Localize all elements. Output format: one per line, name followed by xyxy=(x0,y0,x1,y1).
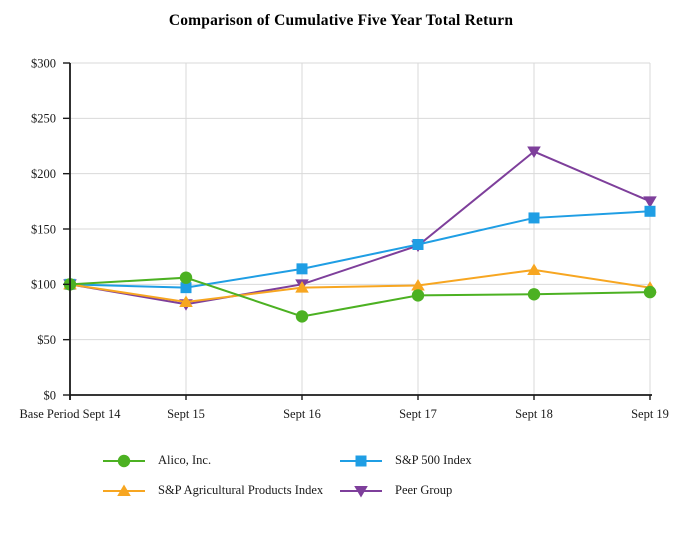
legend-item-sp-agricultural: S&P Agricultural Products Index xyxy=(102,482,339,499)
y-axis-tick-label: $250 xyxy=(31,112,56,126)
x-axis-tick-label: Sept 19 xyxy=(631,407,669,421)
legend-label-alico: Alico, Inc. xyxy=(158,453,212,467)
green-circle-line-icon xyxy=(102,453,146,469)
blue-square-line-icon xyxy=(339,453,383,469)
legend-item-sp500: S&P 500 Index xyxy=(339,452,472,469)
y-axis-tick-label: $50 xyxy=(37,333,56,347)
legend-item-alico: Alico, Inc. xyxy=(102,452,339,469)
x-axis-tick-label: Sept 16 xyxy=(283,407,321,421)
orange-triangle-up-line-icon xyxy=(102,483,146,499)
purple-triangle-down-line-icon xyxy=(339,483,383,499)
legend-item-peer-group: Peer Group xyxy=(339,482,472,499)
legend-label-sp-agricultural: S&P Agricultural Products Index xyxy=(158,483,324,497)
y-axis-tick-label: $300 xyxy=(31,56,56,70)
chart-title: Comparison of Cumulative Five Year Total… xyxy=(168,12,514,29)
y-axis-tick-label: $0 xyxy=(44,388,57,402)
x-axis-tick-label: Sept 15 xyxy=(167,407,205,421)
chart-legend: Alico, Inc. S&P 500 Index S&P Agricultur… xyxy=(102,452,472,499)
legend-label-peer-group: Peer Group xyxy=(395,483,453,497)
legend-label-sp500: S&P 500 Index xyxy=(395,453,472,467)
cumulative-return-line-chart: $0 $50 $100 $150 $200 $250 $300 Base Period Sep… xyxy=(19,56,669,421)
y-axis-tick-label: $150 xyxy=(31,222,56,236)
x-axis-tick-label: Sept 18 xyxy=(515,407,553,421)
x-axis-tick-label: Base Period Sept 14 xyxy=(19,407,121,421)
x-axis-tick-label: Sept 17 xyxy=(399,407,437,421)
y-axis-tick-label: $100 xyxy=(31,278,56,292)
y-axis-tick-label: $200 xyxy=(31,167,56,181)
